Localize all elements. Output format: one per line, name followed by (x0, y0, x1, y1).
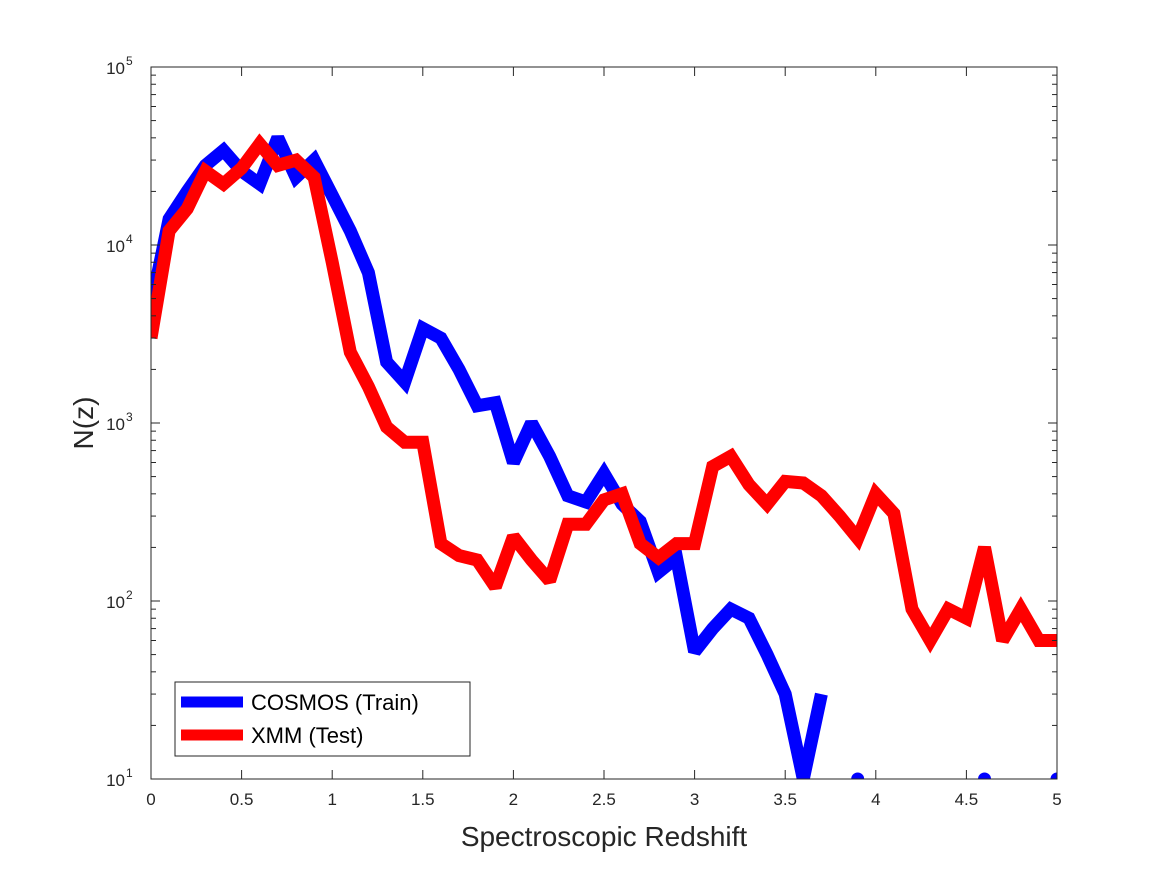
y-tick-label: 10 (106, 237, 125, 256)
y-axis-label: N(z) (68, 397, 99, 450)
x-tick-label: 0 (146, 790, 155, 809)
y-tick-exponent: 4 (126, 232, 133, 246)
series-point-cosmos (978, 772, 992, 779)
x-tick-label: 5 (1052, 790, 1061, 809)
series-layer (151, 133, 1057, 779)
x-tick-label: 0.5 (230, 790, 254, 809)
x-tick-label: 2.5 (592, 790, 616, 809)
x-tick-label: 1 (327, 790, 336, 809)
y-tick-exponent: 3 (126, 410, 133, 424)
series-point-cosmos (1050, 772, 1057, 779)
legend: COSMOS (Train) XMM (Test) (174, 681, 471, 757)
series-point-cosmos (851, 772, 865, 779)
y-tick-exponent: 5 (126, 54, 133, 68)
x-tick-label: 4 (871, 790, 880, 809)
y-tick-exponent: 1 (126, 766, 133, 780)
x-tick-label: 1.5 (411, 790, 435, 809)
series-line-xmm (151, 133, 1057, 654)
legend-box (174, 681, 471, 757)
x-tick-label: 2 (509, 790, 518, 809)
plot-area (151, 67, 1057, 779)
legend-label-xmm: XMM (Test) (251, 723, 363, 748)
y-tick-label: 10 (106, 415, 125, 434)
y-tick-label: 10 (106, 59, 125, 78)
x-axis-label: Spectroscopic Redshift (461, 821, 748, 852)
y-tick-exponent: 2 (126, 588, 133, 602)
x-tick-label: 3.5 (773, 790, 797, 809)
series-line-cosmos (151, 135, 828, 779)
x-tick-label: 3 (690, 790, 699, 809)
legend-label-cosmos: COSMOS (Train) (251, 690, 419, 715)
y-tick-label: 10 (106, 593, 125, 612)
x-tick-label: 4.5 (955, 790, 979, 809)
y-tick-label: 10 (106, 771, 125, 790)
